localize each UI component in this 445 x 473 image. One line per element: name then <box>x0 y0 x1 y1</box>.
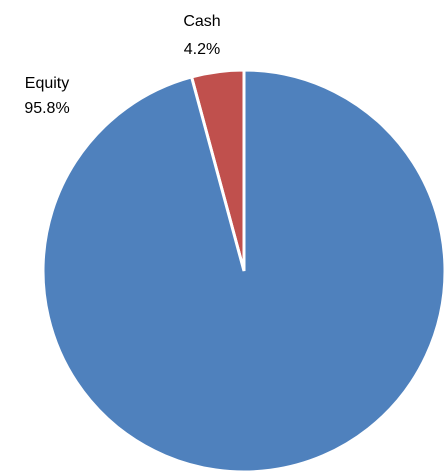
slice-label-cash-name: Cash <box>183 13 220 30</box>
slice-label-equity-name: Equity <box>25 75 69 92</box>
pie-labels: Cash 4.2% Equity 95.8% <box>24 13 220 117</box>
pie-slice-equity <box>41 68 445 473</box>
slice-label-cash-value: 4.2% <box>184 41 220 58</box>
pie-slices <box>41 68 445 473</box>
slice-label-equity-value: 95.8% <box>24 100 69 117</box>
